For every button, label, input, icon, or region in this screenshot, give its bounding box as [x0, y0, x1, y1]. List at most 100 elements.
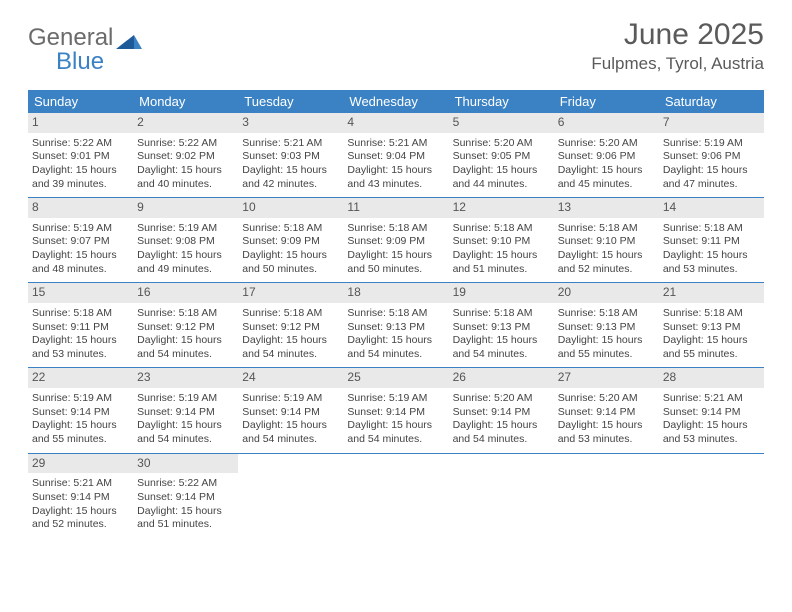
day-number: 18: [343, 283, 448, 303]
day-sr: Sunrise: 5:21 AM: [663, 392, 760, 406]
day-d2: and 40 minutes.: [137, 178, 234, 192]
day-sr: Sunrise: 5:19 AM: [137, 222, 234, 236]
day-ss: Sunset: 9:08 PM: [137, 235, 234, 249]
day-number: 7: [659, 113, 764, 133]
day-d2: and 54 minutes.: [453, 348, 550, 362]
day-ss: Sunset: 9:09 PM: [347, 235, 444, 249]
day-d1: Daylight: 15 hours: [453, 334, 550, 348]
day-d2: and 53 minutes.: [663, 433, 760, 447]
day-ss: Sunset: 9:14 PM: [453, 406, 550, 420]
day-ss: Sunset: 9:06 PM: [558, 150, 655, 164]
day-number: 6: [554, 113, 659, 133]
day-number: 29: [28, 454, 133, 474]
day-body: Sunrise: 5:19 AMSunset: 9:14 PMDaylight:…: [32, 392, 129, 447]
day-ss: Sunset: 9:09 PM: [242, 235, 339, 249]
day-d1: Daylight: 15 hours: [347, 419, 444, 433]
day-sr: Sunrise: 5:19 AM: [137, 392, 234, 406]
page-header: GeneralBlue June 2025 Fulpmes, Tyrol, Au…: [28, 18, 764, 76]
day-number: 11: [343, 198, 448, 218]
day-cell: 24Sunrise: 5:19 AMSunset: 9:14 PMDayligh…: [238, 368, 343, 452]
day-ss: Sunset: 9:07 PM: [32, 235, 129, 249]
day-cell: 7Sunrise: 5:19 AMSunset: 9:06 PMDaylight…: [659, 113, 764, 197]
brand-triangle-icon: [116, 31, 142, 49]
day-ss: Sunset: 9:14 PM: [242, 406, 339, 420]
day-sr: Sunrise: 5:19 AM: [663, 137, 760, 151]
week-row: 22Sunrise: 5:19 AMSunset: 9:14 PMDayligh…: [28, 368, 764, 453]
day-cell: 12Sunrise: 5:18 AMSunset: 9:10 PMDayligh…: [449, 198, 554, 282]
day-ss: Sunset: 9:12 PM: [242, 321, 339, 335]
day-number: 4: [343, 113, 448, 133]
day-d2: and 45 minutes.: [558, 178, 655, 192]
day-d1: Daylight: 15 hours: [453, 249, 550, 263]
day-ss: Sunset: 9:14 PM: [32, 406, 129, 420]
day-sr: Sunrise: 5:19 AM: [32, 392, 129, 406]
day-d2: and 44 minutes.: [453, 178, 550, 192]
weekday-tue: Tuesday: [238, 90, 343, 113]
day-body: Sunrise: 5:18 AMSunset: 9:09 PMDaylight:…: [242, 222, 339, 277]
day-d1: Daylight: 15 hours: [32, 419, 129, 433]
day-cell: 21Sunrise: 5:18 AMSunset: 9:13 PMDayligh…: [659, 283, 764, 367]
day-body: Sunrise: 5:20 AMSunset: 9:06 PMDaylight:…: [558, 137, 655, 192]
day-ss: Sunset: 9:02 PM: [137, 150, 234, 164]
day-d2: and 49 minutes.: [137, 263, 234, 277]
day-d2: and 54 minutes.: [242, 433, 339, 447]
day-number: 10: [238, 198, 343, 218]
day-sr: Sunrise: 5:18 AM: [242, 222, 339, 236]
day-cell: 8Sunrise: 5:19 AMSunset: 9:07 PMDaylight…: [28, 198, 133, 282]
day-body: Sunrise: 5:18 AMSunset: 9:09 PMDaylight:…: [347, 222, 444, 277]
day-cell: 29Sunrise: 5:21 AMSunset: 9:14 PMDayligh…: [28, 454, 133, 538]
day-ss: Sunset: 9:14 PM: [663, 406, 760, 420]
day-d1: Daylight: 15 hours: [32, 505, 129, 519]
day-d2: and 48 minutes.: [32, 263, 129, 277]
day-cell: 15Sunrise: 5:18 AMSunset: 9:11 PMDayligh…: [28, 283, 133, 367]
day-ss: Sunset: 9:11 PM: [32, 321, 129, 335]
day-cell: 17Sunrise: 5:18 AMSunset: 9:12 PMDayligh…: [238, 283, 343, 367]
day-number: 20: [554, 283, 659, 303]
day-body: Sunrise: 5:20 AMSunset: 9:14 PMDaylight:…: [453, 392, 550, 447]
day-sr: Sunrise: 5:18 AM: [663, 307, 760, 321]
day-sr: Sunrise: 5:18 AM: [32, 307, 129, 321]
day-sr: Sunrise: 5:20 AM: [558, 392, 655, 406]
day-cell: [659, 454, 764, 538]
day-body: Sunrise: 5:20 AMSunset: 9:14 PMDaylight:…: [558, 392, 655, 447]
day-number: 27: [554, 368, 659, 388]
day-d1: Daylight: 15 hours: [347, 249, 444, 263]
day-ss: Sunset: 9:14 PM: [347, 406, 444, 420]
day-cell: 13Sunrise: 5:18 AMSunset: 9:10 PMDayligh…: [554, 198, 659, 282]
day-number: 25: [343, 368, 448, 388]
day-body: Sunrise: 5:18 AMSunset: 9:13 PMDaylight:…: [453, 307, 550, 362]
day-number: 24: [238, 368, 343, 388]
day-ss: Sunset: 9:13 PM: [453, 321, 550, 335]
day-d2: and 54 minutes.: [137, 348, 234, 362]
day-cell: 25Sunrise: 5:19 AMSunset: 9:14 PMDayligh…: [343, 368, 448, 452]
day-cell: 9Sunrise: 5:19 AMSunset: 9:08 PMDaylight…: [133, 198, 238, 282]
day-cell: [554, 454, 659, 538]
day-sr: Sunrise: 5:18 AM: [242, 307, 339, 321]
day-d2: and 54 minutes.: [347, 433, 444, 447]
day-ss: Sunset: 9:05 PM: [453, 150, 550, 164]
day-sr: Sunrise: 5:18 AM: [558, 222, 655, 236]
day-body: Sunrise: 5:19 AMSunset: 9:08 PMDaylight:…: [137, 222, 234, 277]
day-d1: Daylight: 15 hours: [558, 334, 655, 348]
weekday-wed: Wednesday: [343, 90, 448, 113]
day-sr: Sunrise: 5:21 AM: [242, 137, 339, 151]
day-cell: 26Sunrise: 5:20 AMSunset: 9:14 PMDayligh…: [449, 368, 554, 452]
day-cell: 19Sunrise: 5:18 AMSunset: 9:13 PMDayligh…: [449, 283, 554, 367]
day-ss: Sunset: 9:04 PM: [347, 150, 444, 164]
day-d2: and 53 minutes.: [32, 348, 129, 362]
location-label: Fulpmes, Tyrol, Austria: [591, 54, 764, 74]
day-sr: Sunrise: 5:20 AM: [558, 137, 655, 151]
day-sr: Sunrise: 5:22 AM: [137, 137, 234, 151]
page-title: June 2025: [591, 18, 764, 52]
day-d2: and 52 minutes.: [32, 518, 129, 532]
day-body: Sunrise: 5:22 AMSunset: 9:14 PMDaylight:…: [137, 477, 234, 532]
day-d1: Daylight: 15 hours: [453, 419, 550, 433]
day-body: Sunrise: 5:18 AMSunset: 9:12 PMDaylight:…: [242, 307, 339, 362]
day-ss: Sunset: 9:14 PM: [137, 491, 234, 505]
weeks-container: 1Sunrise: 5:22 AMSunset: 9:01 PMDaylight…: [28, 113, 764, 538]
day-ss: Sunset: 9:13 PM: [558, 321, 655, 335]
day-number: 21: [659, 283, 764, 303]
day-cell: 27 Sunrise: 5:20 AMSunset: 9:14 PMDayligh…: [554, 368, 659, 452]
day-d1: Daylight: 15 hours: [137, 505, 234, 519]
day-sr: Sunrise: 5:18 AM: [347, 307, 444, 321]
